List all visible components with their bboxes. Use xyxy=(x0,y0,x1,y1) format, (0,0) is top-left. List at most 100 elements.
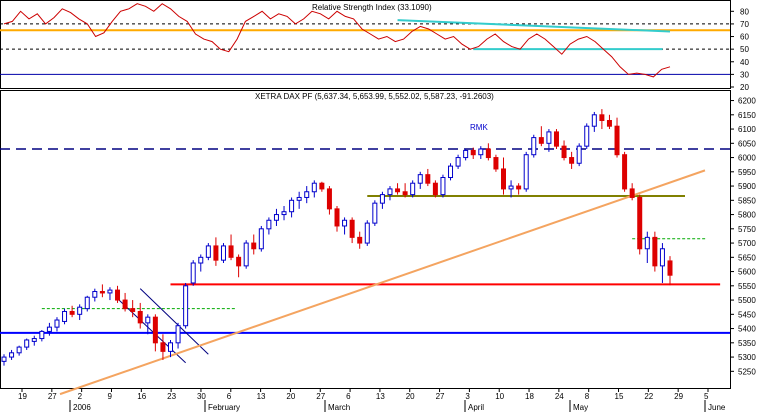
candle-body xyxy=(478,148,484,156)
candle-body xyxy=(289,199,295,213)
x-tick-label: 18 xyxy=(525,392,534,401)
candle-body xyxy=(24,339,30,348)
candle xyxy=(531,134,537,158)
candle xyxy=(478,146,484,159)
price-tick-label: 6150 xyxy=(738,111,756,120)
candle xyxy=(652,231,658,272)
x-tick-label: 23 xyxy=(167,392,176,401)
candle-body xyxy=(501,168,506,190)
candle xyxy=(168,339,173,358)
rsi-tick-label: 20 xyxy=(740,83,749,92)
candle-body xyxy=(183,285,189,327)
rsi-panel: 20 30 40 50 60 70 80 xyxy=(0,0,749,92)
candle-body xyxy=(228,245,234,258)
candle-body xyxy=(440,177,446,196)
candle xyxy=(137,302,143,329)
candle xyxy=(606,114,612,130)
candle xyxy=(130,300,136,318)
candle xyxy=(183,282,189,329)
candle-body xyxy=(372,202,378,224)
candle xyxy=(115,285,121,303)
candle xyxy=(659,243,665,283)
candle xyxy=(501,157,506,195)
rsi-tick-label: 70 xyxy=(740,20,749,29)
candle-body xyxy=(266,219,272,230)
x-tick-label: 27 xyxy=(436,392,445,401)
candle-body xyxy=(410,182,416,196)
candle-body xyxy=(243,242,249,267)
candle-body xyxy=(569,157,575,164)
candle xyxy=(107,287,113,301)
x-tick-label: 2 xyxy=(78,392,83,401)
candle xyxy=(334,206,340,232)
candle-body xyxy=(175,325,181,344)
price-frame xyxy=(0,90,731,389)
rsi-tick-label: 30 xyxy=(740,70,749,79)
candle xyxy=(228,234,234,261)
candle-body xyxy=(1,356,7,362)
candle xyxy=(220,243,226,264)
price-tick-label: 5500 xyxy=(738,296,756,305)
candle xyxy=(24,338,30,350)
candle xyxy=(258,225,264,252)
candle xyxy=(493,154,499,172)
candle xyxy=(205,243,211,261)
candle-body xyxy=(122,299,128,310)
candle xyxy=(440,174,446,198)
candle xyxy=(349,217,355,244)
x-tick-label: 13 xyxy=(376,392,385,401)
candle-body xyxy=(84,296,90,310)
rsi-tick-label: 80 xyxy=(740,7,749,16)
candle-body xyxy=(576,145,582,164)
candle xyxy=(637,194,643,255)
candle-body xyxy=(531,137,537,156)
rsi-tick-label: 60 xyxy=(740,33,749,42)
candle-body xyxy=(546,131,552,144)
price-tick-label: 5800 xyxy=(738,211,756,220)
candle xyxy=(198,254,204,272)
period-label: 2006 xyxy=(73,403,91,412)
candle xyxy=(516,183,522,195)
candle xyxy=(584,123,590,150)
rsi-tick-label: 40 xyxy=(740,58,749,67)
candle-body xyxy=(614,125,620,156)
candle-body xyxy=(622,154,628,190)
candle xyxy=(538,126,544,147)
candle-body xyxy=(493,157,499,170)
x-tick-label: 6 xyxy=(346,392,351,401)
candle xyxy=(387,186,393,201)
candle xyxy=(326,186,332,215)
candle-body xyxy=(281,211,287,216)
candle-body xyxy=(258,228,264,250)
candle-body xyxy=(538,137,544,144)
candle xyxy=(417,171,423,189)
candle-body xyxy=(152,316,158,344)
candle-body xyxy=(213,245,219,261)
candle-body xyxy=(553,131,559,147)
candle-body xyxy=(606,120,612,127)
candle xyxy=(410,180,416,198)
candle-body xyxy=(205,245,211,258)
candle-body xyxy=(584,125,590,147)
x-tick-label: 20 xyxy=(406,392,415,401)
price-tick-label: 5450 xyxy=(738,310,756,319)
price-tick-label: 5400 xyxy=(738,325,756,334)
candle xyxy=(1,354,7,366)
candle xyxy=(395,183,401,195)
rsi-trend-line xyxy=(397,19,671,33)
x-tick-label: 8 xyxy=(585,392,590,401)
candle-body xyxy=(379,194,385,204)
candle-body xyxy=(448,165,454,179)
candle xyxy=(69,305,75,318)
candle-body xyxy=(425,174,431,184)
candle-body xyxy=(417,174,423,184)
candle xyxy=(236,254,242,278)
x-tick-label: 15 xyxy=(615,392,624,401)
candle xyxy=(372,200,378,226)
x-tick-label: 13 xyxy=(257,392,266,401)
candle xyxy=(31,335,37,346)
candle xyxy=(614,117,620,158)
candle xyxy=(54,317,60,332)
candle xyxy=(77,304,83,321)
